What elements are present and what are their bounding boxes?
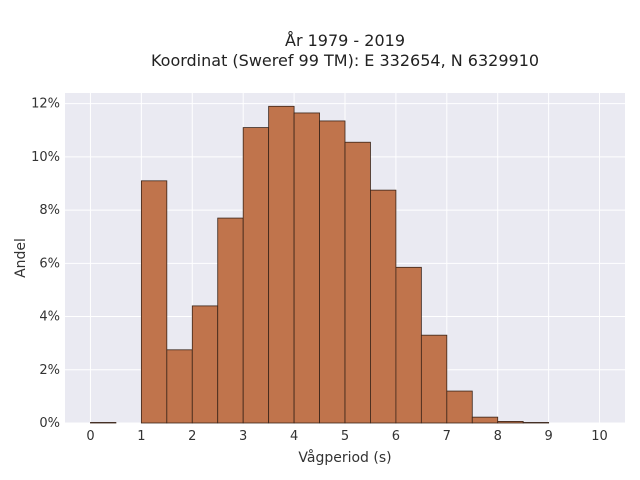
histogram-bar (471, 416, 499, 424)
histogram-bar (293, 112, 320, 424)
bars (90, 105, 550, 424)
histogram-bar (497, 421, 524, 424)
y-tick-label: 10% (31, 150, 60, 165)
x-tick-label: 6 (392, 429, 400, 444)
x-tick-label: 0 (86, 429, 94, 444)
histogram-bar (370, 189, 397, 424)
y-tick-label: 12% (31, 97, 60, 112)
x-tick-label: 4 (290, 429, 298, 444)
x-tick-label: 8 (494, 429, 502, 444)
x-axis-ticks: 0 1 2 3 4 5 6 7 8 9 10 (86, 429, 608, 444)
y-tick-label: 6% (39, 256, 60, 271)
histogram-bar (522, 422, 550, 424)
histogram-bar (90, 422, 117, 424)
histogram-bar (242, 127, 270, 424)
x-tick-label: 5 (341, 429, 349, 444)
histogram-bar (268, 105, 295, 424)
chart-title-line-1: År 1979 - 2019 (285, 31, 405, 50)
y-axis-label: Andel (13, 238, 29, 278)
x-tick-label: 2 (188, 429, 196, 444)
y-axis-ticks: 0% 2% 4% 6% 8% 10% 12% (31, 97, 60, 431)
histogram-bar (446, 390, 473, 424)
x-tick-label: 3 (239, 429, 247, 444)
histogram-bar (420, 334, 448, 424)
y-tick-label: 8% (39, 203, 60, 218)
y-tick-label: 2% (39, 363, 60, 378)
histogram-bar (191, 305, 219, 424)
histogram-bar (319, 120, 346, 424)
histogram-bar (395, 266, 422, 424)
histogram-bar (344, 141, 371, 424)
x-tick-label: 9 (544, 429, 552, 444)
x-tick-label: 1 (137, 429, 145, 444)
histogram-bar (217, 217, 244, 424)
x-tick-label: 10 (591, 429, 608, 444)
x-tick-label: 7 (443, 429, 451, 444)
x-axis-label: Vågperiod (s) (298, 449, 391, 466)
histogram-bar (166, 349, 193, 424)
y-tick-label: 0% (39, 416, 60, 431)
histogram-bar (140, 180, 168, 424)
chart-title-line-2: Koordinat (Sweref 99 TM): E 332654, N 63… (151, 51, 539, 70)
y-tick-label: 4% (39, 310, 60, 325)
